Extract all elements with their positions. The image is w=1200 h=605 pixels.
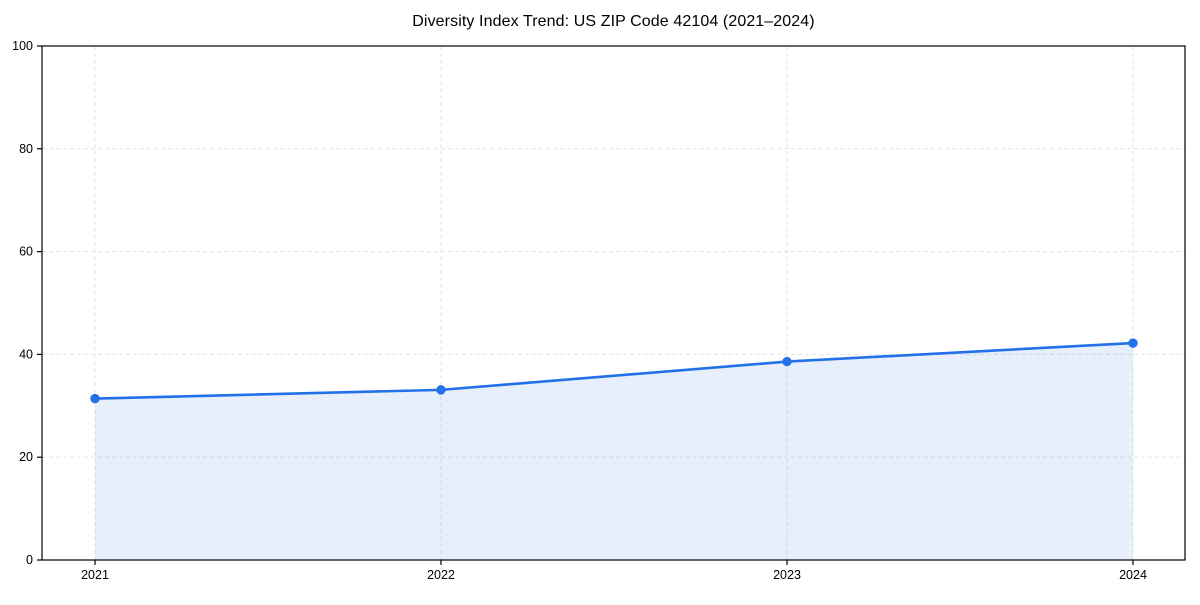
trend-line xyxy=(93,341,1135,400)
y-tick-label: 0 xyxy=(26,553,33,567)
chart-title: Diversity Index Trend: US ZIP Code 42104… xyxy=(412,13,815,30)
y-tick-label: 60 xyxy=(19,245,33,259)
y-tick-label: 100 xyxy=(12,39,33,53)
y-tick-label: 80 xyxy=(19,142,33,156)
data-point-marker xyxy=(436,385,446,395)
y-tick-label: 20 xyxy=(19,450,33,464)
x-tick-label: 2021 xyxy=(81,568,109,582)
x-tick-label: 2023 xyxy=(773,568,801,582)
data-point-marker xyxy=(1128,338,1138,348)
y-tick-label: 40 xyxy=(19,347,33,361)
area-fill xyxy=(95,343,1133,560)
x-tick-label: 2022 xyxy=(427,568,455,582)
data-point-marker xyxy=(90,393,100,404)
data-point-marker xyxy=(782,356,792,367)
x-tick-label: 2024 xyxy=(1119,568,1147,582)
plot-frame xyxy=(41,45,1186,561)
